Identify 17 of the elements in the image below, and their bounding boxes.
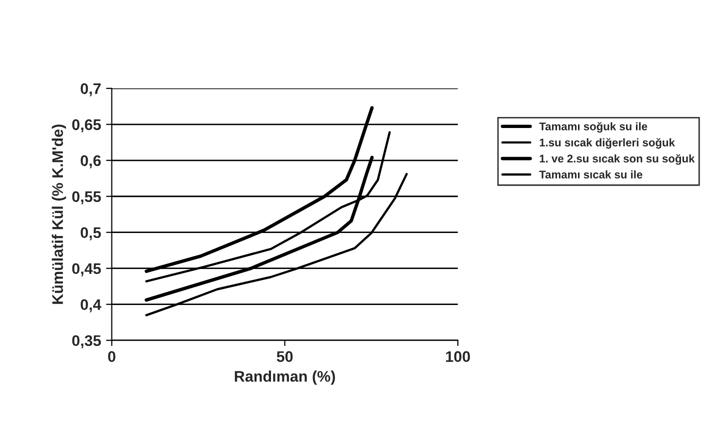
y-tick-label: 0,45: [72, 263, 101, 276]
x-axis-title: Randıman (%): [234, 370, 335, 385]
y-tick-label: 0,55: [72, 191, 101, 204]
legend-label: Tamamı sıcak su ile: [539, 170, 642, 178]
y-tick-label: 0,7: [80, 83, 101, 96]
y-tick-label: 0,4: [80, 299, 102, 312]
legend-label: 1. ve 2.su sıcak son su soğuk: [540, 154, 695, 165]
y-tick-label: 0,65: [72, 119, 101, 132]
y-tick-label: 0,5: [80, 227, 101, 240]
y-tick-label: 0,6: [80, 155, 101, 168]
legend-label: Tamamı soğuk su ile: [539, 122, 648, 133]
x-tick-label: 100: [446, 351, 470, 362]
y-tick-label: 0,35: [72, 335, 101, 348]
legend-label: 1.su sıcak diğerleri soğuk: [540, 138, 675, 149]
x-tick-label: 0: [108, 351, 116, 362]
y-axis-title: Kümülatif Kül (% K.M'de): [52, 124, 66, 304]
x-tick-label: 50: [276, 351, 293, 362]
